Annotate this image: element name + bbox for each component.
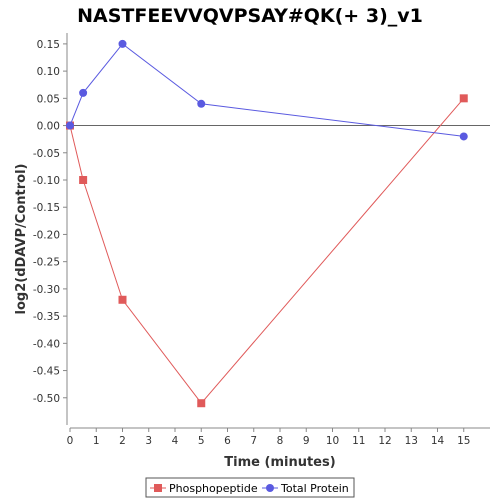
data-point-phosphopeptide <box>197 399 206 408</box>
x-tick-label: 1 <box>93 435 100 447</box>
data-point-total-protein <box>79 88 88 97</box>
data-point-total-protein <box>459 132 468 141</box>
data-point-phosphopeptide <box>79 176 88 184</box>
x-axis-label: Time (minutes) <box>224 455 335 470</box>
y-tick-label: -0.30 <box>33 284 60 296</box>
x-tick-label: 4 <box>172 435 179 447</box>
y-ticks: 0.15 0.10 0.05 0.00 -0.05 -0.10 -0.15 -0.20 -0.2… <box>33 39 67 405</box>
y-tick-label: -0.15 <box>33 202 60 214</box>
x-tick-label: 3 <box>145 435 152 447</box>
y-tick-label: 0.05 <box>37 93 60 105</box>
y-tick-label: 0.10 <box>37 66 60 78</box>
y-tick-label: -0.50 <box>33 393 60 405</box>
y-tick-label: -0.10 <box>33 175 60 187</box>
x-tick-label: 13 <box>405 435 418 447</box>
x-tick-label: 6 <box>224 435 231 447</box>
x-tick-label: 7 <box>250 435 257 447</box>
x-tick-label: 9 <box>303 435 310 447</box>
x-tick-label: 2 <box>119 435 126 447</box>
y-tick-label: -0.40 <box>33 338 60 350</box>
x-tick-label: 12 <box>378 435 391 447</box>
x-tick-label: 5 <box>198 435 205 447</box>
series-group <box>66 39 468 408</box>
y-tick-label: 0.15 <box>37 39 60 51</box>
y-tick-label: -0.05 <box>33 148 60 160</box>
x-tick-label: 15 <box>457 435 470 447</box>
x-tick-label: 0 <box>67 435 74 447</box>
legend: Phosphopeptide Total Protein <box>145 477 355 498</box>
y-tick-label: -0.45 <box>33 366 60 378</box>
data-point-phosphopeptide <box>459 94 468 103</box>
chart-title: NASTFEEVVQVPSAY#QK(+ 3)_v1 <box>77 5 423 27</box>
legend-label-total-protein: Total Protein <box>280 482 349 495</box>
data-point-total-protein <box>66 121 74 130</box>
x-tick-label: 10 <box>326 435 339 447</box>
data-point-total-protein <box>197 99 206 108</box>
y-tick-label: -0.25 <box>33 257 60 269</box>
plot-area <box>70 33 490 425</box>
x-tick-label: 8 <box>277 435 284 447</box>
x-tick-label: 14 <box>431 435 445 447</box>
x-tick-label: 11 <box>352 435 365 447</box>
y-axis-label: log2(dDAVP/Control) <box>14 164 29 315</box>
legend-box <box>145 477 355 498</box>
y-tick-label: 0.00 <box>37 121 60 133</box>
legend-label-phosphopeptide: Phosphopeptide <box>169 482 258 495</box>
data-point-total-protein <box>118 39 127 48</box>
y-tick-label: -0.20 <box>33 229 60 241</box>
data-point-phosphopeptide <box>118 295 127 304</box>
y-tick-label: -0.35 <box>33 311 60 323</box>
legend-marker-phosphopeptide <box>154 484 162 492</box>
x-ticks: 0 1 2 3 4 5 6 7 8 9 10 11 12 13 14 15 <box>67 428 470 447</box>
legend-marker-total-protein <box>266 484 274 492</box>
